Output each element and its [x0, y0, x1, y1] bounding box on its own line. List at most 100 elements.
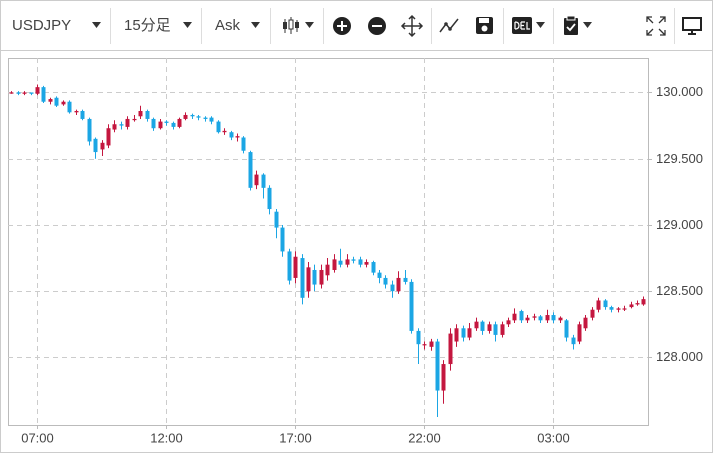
- candle-body: [429, 341, 434, 347]
- candle-body: [551, 315, 556, 321]
- candle-body: [635, 303, 640, 305]
- y-tick-label: 128.500: [656, 283, 703, 298]
- candle-body: [435, 341, 440, 391]
- candle-body: [138, 110, 143, 117]
- candle-body: [558, 317, 563, 321]
- candle-body: [9, 92, 14, 94]
- axes: 128.000 128.500 129.000 129.500 130.000 07:00…: [21, 84, 703, 446]
- symbol-selector[interactable]: USDJPY: [12, 17, 71, 34]
- candle-body: [293, 256, 298, 278]
- candle-body: [461, 328, 466, 338]
- candle-body: [254, 174, 259, 186]
- x-tick-label: 03:00: [537, 430, 570, 445]
- chart-type-button[interactable]: [283, 17, 314, 34]
- candle-body: [448, 333, 453, 365]
- candle-body: [196, 116, 201, 118]
- candle-body: [525, 317, 530, 321]
- fullscreen-button[interactable]: [646, 16, 666, 36]
- candle-body: [158, 121, 163, 129]
- candle-body: [377, 272, 382, 278]
- candle-body: [280, 227, 285, 252]
- candle-body: [325, 264, 330, 276]
- candle-body: [577, 324, 582, 342]
- candle-body: [164, 121, 169, 123]
- candle-body: [274, 211, 279, 228]
- delete-button[interactable]: [512, 17, 545, 34]
- candle-body: [22, 92, 27, 94]
- dropdown-arrow[interactable]: [92, 22, 101, 28]
- order-button[interactable]: [564, 15, 592, 35]
- candle-body: [571, 337, 576, 345]
- y-tick-label: 128.000: [656, 349, 703, 364]
- candle-body: [48, 99, 53, 102]
- candle-body: [545, 315, 550, 321]
- candle-body: [171, 122, 176, 127]
- candle-body: [287, 251, 292, 281]
- candle-body: [151, 118, 156, 129]
- candle-body: [532, 316, 537, 318]
- x-tick-label: 12:00: [150, 430, 183, 445]
- candle-body: [132, 118, 137, 121]
- candle-body: [519, 311, 524, 321]
- candle-body: [267, 187, 272, 210]
- candle-body: [590, 309, 595, 318]
- candle-body: [474, 321, 479, 329]
- candle-body: [487, 324, 492, 331]
- candle-body: [609, 307, 614, 310]
- candle-body: [16, 92, 21, 94]
- zoom-out-button[interactable]: [368, 17, 386, 35]
- x-tick-label: 17:00: [279, 430, 312, 445]
- save-button[interactable]: [476, 17, 493, 34]
- candle-body: [480, 321, 485, 331]
- candle-body: [235, 136, 240, 138]
- candle-body: [616, 308, 621, 310]
- zoom-in-button[interactable]: [333, 17, 351, 35]
- candle-body: [125, 118, 130, 127]
- candle-body: [93, 138, 98, 153]
- candle-body: [74, 110, 79, 113]
- candle-body: [441, 364, 446, 391]
- candle-body: [29, 92, 34, 94]
- candle-body: [409, 281, 414, 331]
- candle-body: [583, 317, 588, 329]
- candle-body: [87, 118, 92, 142]
- candle-body: [564, 320, 569, 338]
- grid: [8, 58, 648, 425]
- price-side-selector[interactable]: Ask: [215, 17, 241, 34]
- candle-body: [190, 114, 195, 117]
- candle-body: [371, 262, 376, 273]
- candle-body: [248, 152, 253, 188]
- y-tick-label: 130.000: [656, 84, 703, 99]
- candle-body: [351, 259, 356, 261]
- candle-body: [112, 124, 117, 130]
- candle-body: [106, 128, 111, 146]
- display-button[interactable]: [682, 17, 702, 35]
- candle-body: [229, 132, 234, 138]
- candle-body: [61, 101, 66, 105]
- toolbar: USDJPY 15分足 Ask: [12, 8, 702, 44]
- candle-body: [493, 324, 498, 335]
- timeframe-selector[interactable]: 15分足: [124, 17, 171, 34]
- candle-body: [383, 277, 388, 285]
- candle-body: [312, 269, 317, 285]
- candle-body: [454, 328, 459, 342]
- candle-body: [467, 328, 472, 338]
- candle-body: [500, 324, 505, 335]
- candle-body: [300, 258, 305, 298]
- x-tick-label: 22:00: [408, 430, 441, 445]
- candle-body: [506, 320, 511, 325]
- candle-body: [209, 117, 214, 122]
- y-tick-label: 129.000: [656, 217, 703, 232]
- candle-body: [364, 262, 369, 265]
- dropdown-arrow[interactable]: [183, 22, 192, 28]
- candle-body: [145, 110, 150, 119]
- candle-body: [100, 142, 105, 150]
- candle-body: [338, 260, 343, 265]
- move-button[interactable]: [400, 14, 424, 38]
- dropdown-arrow[interactable]: [251, 22, 260, 28]
- candles: [9, 84, 646, 418]
- candle-body: [306, 267, 311, 292]
- drawing-tool-button[interactable]: [439, 18, 459, 33]
- candle-body: [396, 277, 401, 292]
